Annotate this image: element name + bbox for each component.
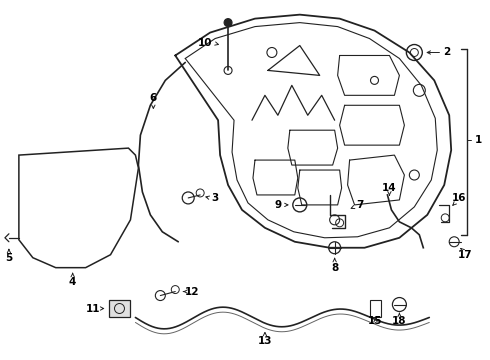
Text: 14: 14 xyxy=(382,183,397,193)
Text: 10: 10 xyxy=(198,37,212,48)
Text: 16: 16 xyxy=(452,193,466,203)
Circle shape xyxy=(224,19,232,27)
Text: 4: 4 xyxy=(69,276,76,287)
Text: 15: 15 xyxy=(368,316,383,327)
Text: 7: 7 xyxy=(356,200,363,210)
Text: 3: 3 xyxy=(212,193,219,203)
Polygon shape xyxy=(19,148,138,268)
Text: 11: 11 xyxy=(85,303,100,314)
Text: 2: 2 xyxy=(443,48,451,58)
Text: 13: 13 xyxy=(258,336,272,346)
Text: 17: 17 xyxy=(458,250,472,260)
Text: 12: 12 xyxy=(185,287,199,297)
Text: 9: 9 xyxy=(274,200,281,210)
Text: 18: 18 xyxy=(392,316,407,327)
Bar xyxy=(369,300,382,318)
Text: 5: 5 xyxy=(5,253,13,263)
Text: 6: 6 xyxy=(150,93,157,103)
Text: 1: 1 xyxy=(474,135,482,145)
Text: 8: 8 xyxy=(331,263,338,273)
Bar xyxy=(108,300,130,318)
